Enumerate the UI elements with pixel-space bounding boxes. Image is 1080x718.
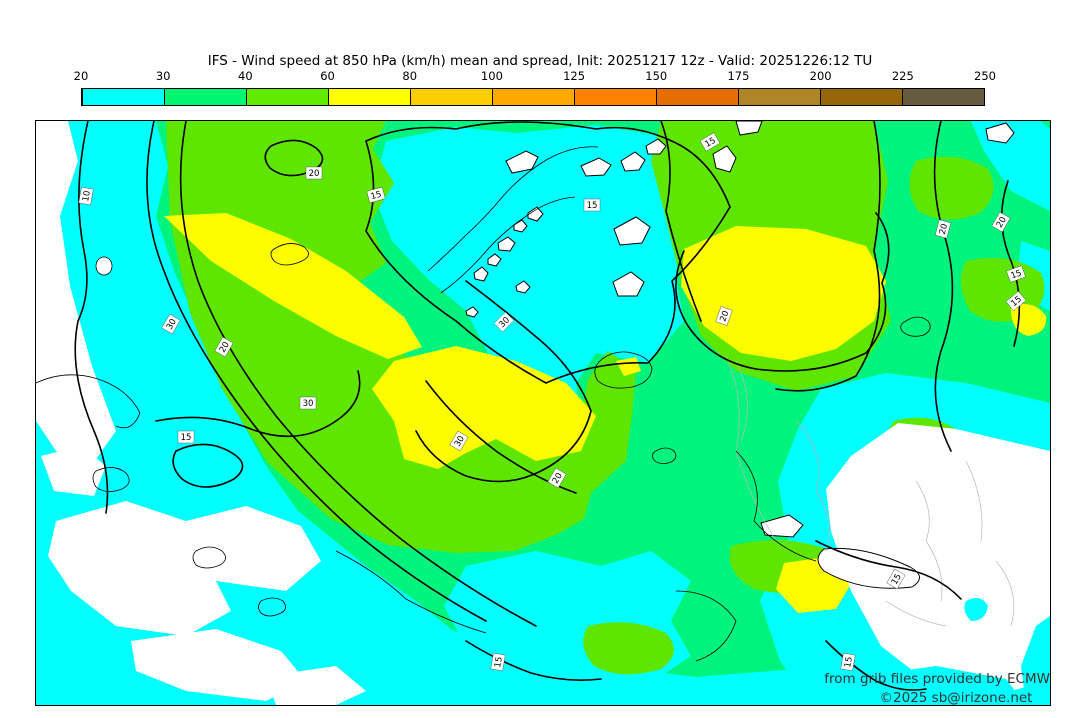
colorbar-tick-250: 250 bbox=[974, 69, 996, 83]
chart-title: IFS - Wind speed at 850 hPa (km/h) mean … bbox=[207, 53, 873, 69]
map-frame: 10 20 15 15 15 30 20 30 15 30 20 20 20 15 15 30 20 15 15 15… bbox=[35, 120, 1051, 706]
colorbar-tick-100: 100 bbox=[480, 69, 503, 83]
colorbar-segment-4 bbox=[411, 89, 493, 105]
contour-label-15: 15 bbox=[840, 652, 856, 672]
svg-text:30: 30 bbox=[453, 434, 467, 448]
contour-label-15: 15 bbox=[699, 132, 721, 152]
coastlines bbox=[36, 146, 931, 662]
colorbar-tick-40: 40 bbox=[238, 69, 253, 83]
svg-text:20: 20 bbox=[995, 215, 1009, 229]
colorbar-segment-3 bbox=[329, 89, 411, 105]
attribution-copyright: ©2025 sb@irizone.net bbox=[880, 690, 1033, 705]
colorbar-tick-20: 20 bbox=[73, 69, 89, 83]
svg-text:15: 15 bbox=[587, 201, 598, 211]
contour-label-10: 10 bbox=[78, 186, 94, 206]
colorbar-tick-30: 30 bbox=[155, 69, 171, 83]
colorbar bbox=[81, 88, 985, 106]
svg-text:15: 15 bbox=[1010, 268, 1024, 281]
colorbar-segment-9 bbox=[821, 89, 903, 105]
mountain-patches bbox=[465, 121, 1015, 589]
colorbar-segment-8 bbox=[739, 89, 821, 105]
white-regions bbox=[36, 121, 1050, 705]
contour-label-20: 20 bbox=[547, 467, 567, 489]
colorbar-tick-175: 175 bbox=[727, 69, 750, 83]
colorbar-segment-6 bbox=[575, 89, 657, 105]
contour-label-30: 30 bbox=[299, 396, 317, 410]
colorbar-tick-labels: 20 30 40 60 80 100 125 150 175 200 225 250 bbox=[0, 69, 1080, 83]
colorbar-segment-2 bbox=[247, 89, 329, 105]
contour-label-20: 20 bbox=[991, 211, 1011, 233]
colorbar-segment-7 bbox=[657, 89, 739, 105]
colorbar-segment-0 bbox=[83, 89, 165, 105]
contour-label-30: 30 bbox=[449, 430, 469, 452]
svg-text:30: 30 bbox=[165, 317, 179, 331]
svg-text:15: 15 bbox=[181, 433, 192, 443]
attribution-source: from grib files provided by ECMWF bbox=[824, 671, 1050, 687]
svg-text:20: 20 bbox=[218, 340, 232, 354]
contour-label-20: 20 bbox=[934, 219, 952, 239]
colorbar-tick-80: 80 bbox=[402, 69, 418, 83]
svg-text:15: 15 bbox=[493, 656, 505, 668]
colorbar-tick-125: 125 bbox=[563, 69, 586, 83]
contour-label-15: 15 bbox=[886, 568, 906, 590]
colorbar-tick-200: 200 bbox=[809, 69, 832, 83]
yellow-regions bbox=[164, 213, 1047, 613]
contour-label-30: 30 bbox=[161, 313, 181, 335]
svg-text:15: 15 bbox=[370, 190, 383, 202]
colorbar-segment-1 bbox=[165, 89, 247, 105]
svg-text:20: 20 bbox=[718, 310, 731, 324]
contour-label-15: 15 bbox=[1005, 290, 1027, 312]
colorbar-segment-5 bbox=[493, 89, 575, 105]
contour-label-15: 15 bbox=[366, 186, 386, 204]
contour-label-15: 15 bbox=[490, 652, 506, 672]
contour-label-15: 15 bbox=[177, 430, 195, 444]
cyan-patches bbox=[851, 597, 1050, 705]
svg-text:20: 20 bbox=[309, 169, 320, 179]
svg-text:20: 20 bbox=[551, 471, 565, 485]
svg-text:15: 15 bbox=[843, 656, 855, 668]
svg-text:30: 30 bbox=[303, 399, 314, 409]
contour-label-20: 20 bbox=[715, 306, 733, 326]
svg-text:10: 10 bbox=[81, 190, 93, 202]
contour-label-15: 15 bbox=[583, 198, 601, 212]
contour-label-20: 20 bbox=[305, 166, 323, 180]
contour-label-20: 20 bbox=[214, 336, 234, 358]
colorbar-tick-150: 150 bbox=[645, 69, 668, 83]
contour-label-15: 15 bbox=[1006, 265, 1026, 283]
svg-text:20: 20 bbox=[938, 223, 950, 236]
svg-text:15: 15 bbox=[703, 136, 717, 150]
colorbar-tick-60: 60 bbox=[320, 69, 335, 83]
colorbar-segment-10 bbox=[903, 89, 984, 105]
svg-text:15: 15 bbox=[890, 572, 904, 586]
colorbar-tick-225: 225 bbox=[891, 69, 914, 83]
